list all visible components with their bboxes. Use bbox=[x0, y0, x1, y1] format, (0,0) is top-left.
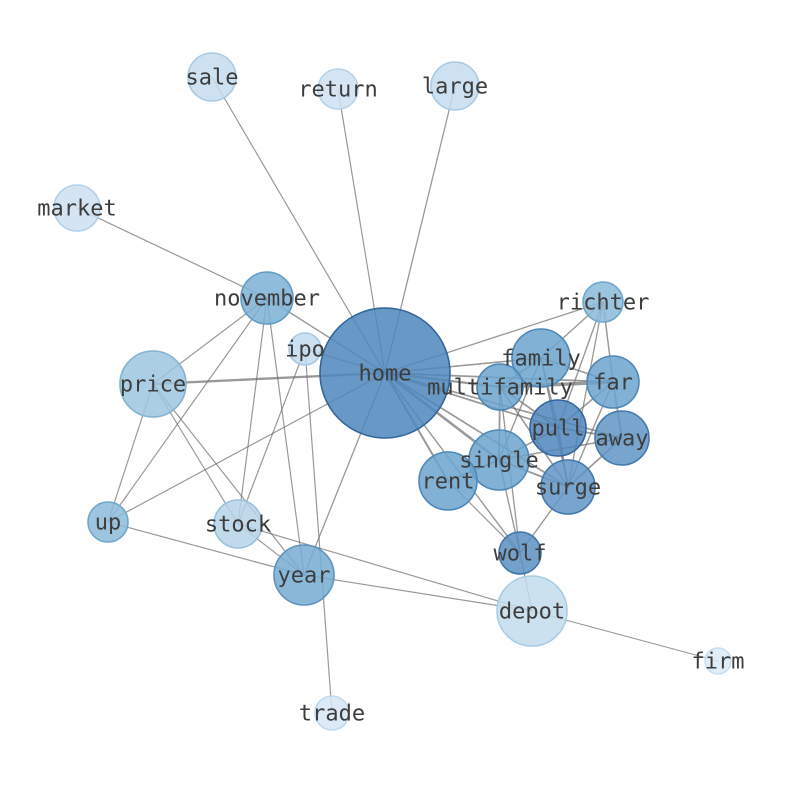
node-circle-return bbox=[317, 68, 359, 110]
edge-price-year bbox=[152, 383, 305, 576]
node-circle-stock bbox=[213, 499, 263, 549]
node-circle-richter bbox=[582, 281, 624, 323]
node-circle-firm bbox=[704, 647, 732, 675]
node-circle-sale bbox=[187, 52, 237, 102]
node-circle-large bbox=[430, 61, 480, 111]
edge-ipo-trade bbox=[304, 348, 333, 714]
node-layer bbox=[53, 52, 732, 731]
edge-november-stock bbox=[237, 297, 268, 525]
node-circle-surge bbox=[540, 459, 596, 515]
node-circle-depot bbox=[496, 575, 568, 647]
node-circle-away bbox=[594, 410, 650, 466]
edge-up-year bbox=[107, 521, 305, 576]
node-circle-trade bbox=[314, 695, 350, 731]
node-circle-far bbox=[586, 355, 640, 409]
edge-november-up bbox=[107, 297, 268, 523]
edge-november-year bbox=[266, 297, 305, 576]
node-circle-price bbox=[119, 350, 187, 418]
node-circle-family bbox=[511, 328, 571, 388]
edge-market-november bbox=[76, 207, 268, 299]
edge-year-depot bbox=[303, 574, 533, 612]
edge-ipo-stock bbox=[237, 348, 306, 525]
node-circle-year bbox=[273, 544, 335, 606]
node-circle-wolf bbox=[498, 531, 542, 575]
node-circle-home bbox=[319, 307, 451, 439]
node-circle-up bbox=[87, 501, 129, 543]
node-circle-multifamily bbox=[476, 363, 524, 411]
node-circle-market bbox=[53, 184, 101, 232]
edge-richter-surge bbox=[567, 301, 604, 488]
node-circle-ipo bbox=[288, 332, 322, 366]
node-circle-november bbox=[240, 271, 294, 325]
node-circle-single bbox=[468, 429, 530, 491]
node-circle-rent bbox=[418, 451, 478, 511]
edge-stock-depot bbox=[237, 523, 533, 612]
node-circle-pull bbox=[529, 399, 587, 457]
